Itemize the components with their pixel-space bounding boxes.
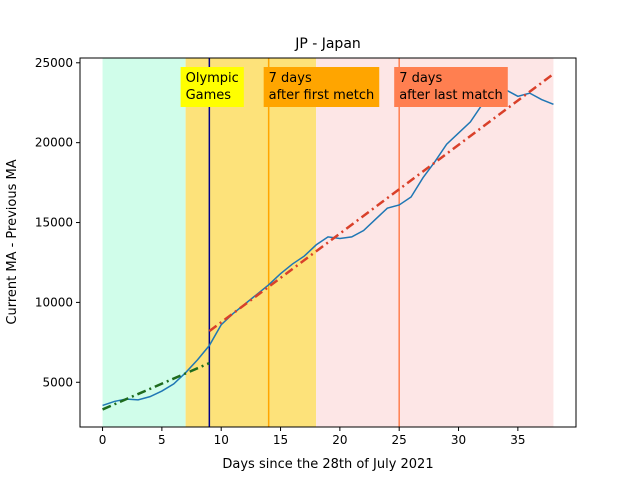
annotation-line: after first metch bbox=[269, 88, 375, 103]
plot-frame bbox=[79, 57, 577, 428]
annotation-line: 7 days bbox=[269, 71, 312, 86]
x-tick-label: 5 bbox=[158, 433, 166, 447]
annotation: 7 days after last match bbox=[394, 67, 508, 107]
annotation-text: 7 days after last match bbox=[399, 71, 503, 103]
x-tick-label: 20 bbox=[332, 433, 347, 447]
y-tick-label: 10000 bbox=[35, 295, 73, 309]
y-tick-label: 15000 bbox=[35, 216, 73, 230]
chart-title: JP - Japan bbox=[294, 36, 361, 52]
annotation: Olympic Games bbox=[180, 67, 244, 107]
span bbox=[102, 58, 186, 427]
annotation-line: Games bbox=[186, 88, 232, 103]
line bbox=[102, 89, 554, 407]
annotation-box bbox=[180, 67, 244, 107]
span bbox=[316, 58, 554, 427]
y-tick-label: 5000 bbox=[42, 375, 73, 389]
annotation-box bbox=[394, 67, 508, 107]
x-tick-label: 10 bbox=[214, 433, 229, 447]
annotation: 7 days after first metch bbox=[263, 67, 380, 107]
x-tick-label: 30 bbox=[451, 433, 466, 447]
annotation-line: 7 days bbox=[399, 71, 442, 86]
y-tick-label: 25000 bbox=[35, 56, 73, 70]
x-tick-label: 0 bbox=[99, 433, 107, 447]
annotation-line: after last match bbox=[399, 88, 503, 103]
span bbox=[185, 58, 317, 427]
y-tick-label: 20000 bbox=[35, 136, 73, 150]
line bbox=[208, 72, 555, 333]
annotation-box bbox=[263, 67, 380, 107]
annotation-line: Olympic bbox=[186, 71, 239, 86]
y-axis-label: Current MA - Previous MA bbox=[5, 159, 20, 324]
x-axis-label: Days since the 28th of July 2021 bbox=[222, 457, 433, 472]
line bbox=[102, 361, 210, 411]
x-tick-label: 35 bbox=[510, 433, 525, 447]
annotation-text: Olympic Games bbox=[186, 71, 239, 103]
x-tick-label: 25 bbox=[392, 433, 407, 447]
x-tick-label: 15 bbox=[273, 433, 288, 447]
annotation-text: 7 days after first metch bbox=[269, 71, 375, 103]
